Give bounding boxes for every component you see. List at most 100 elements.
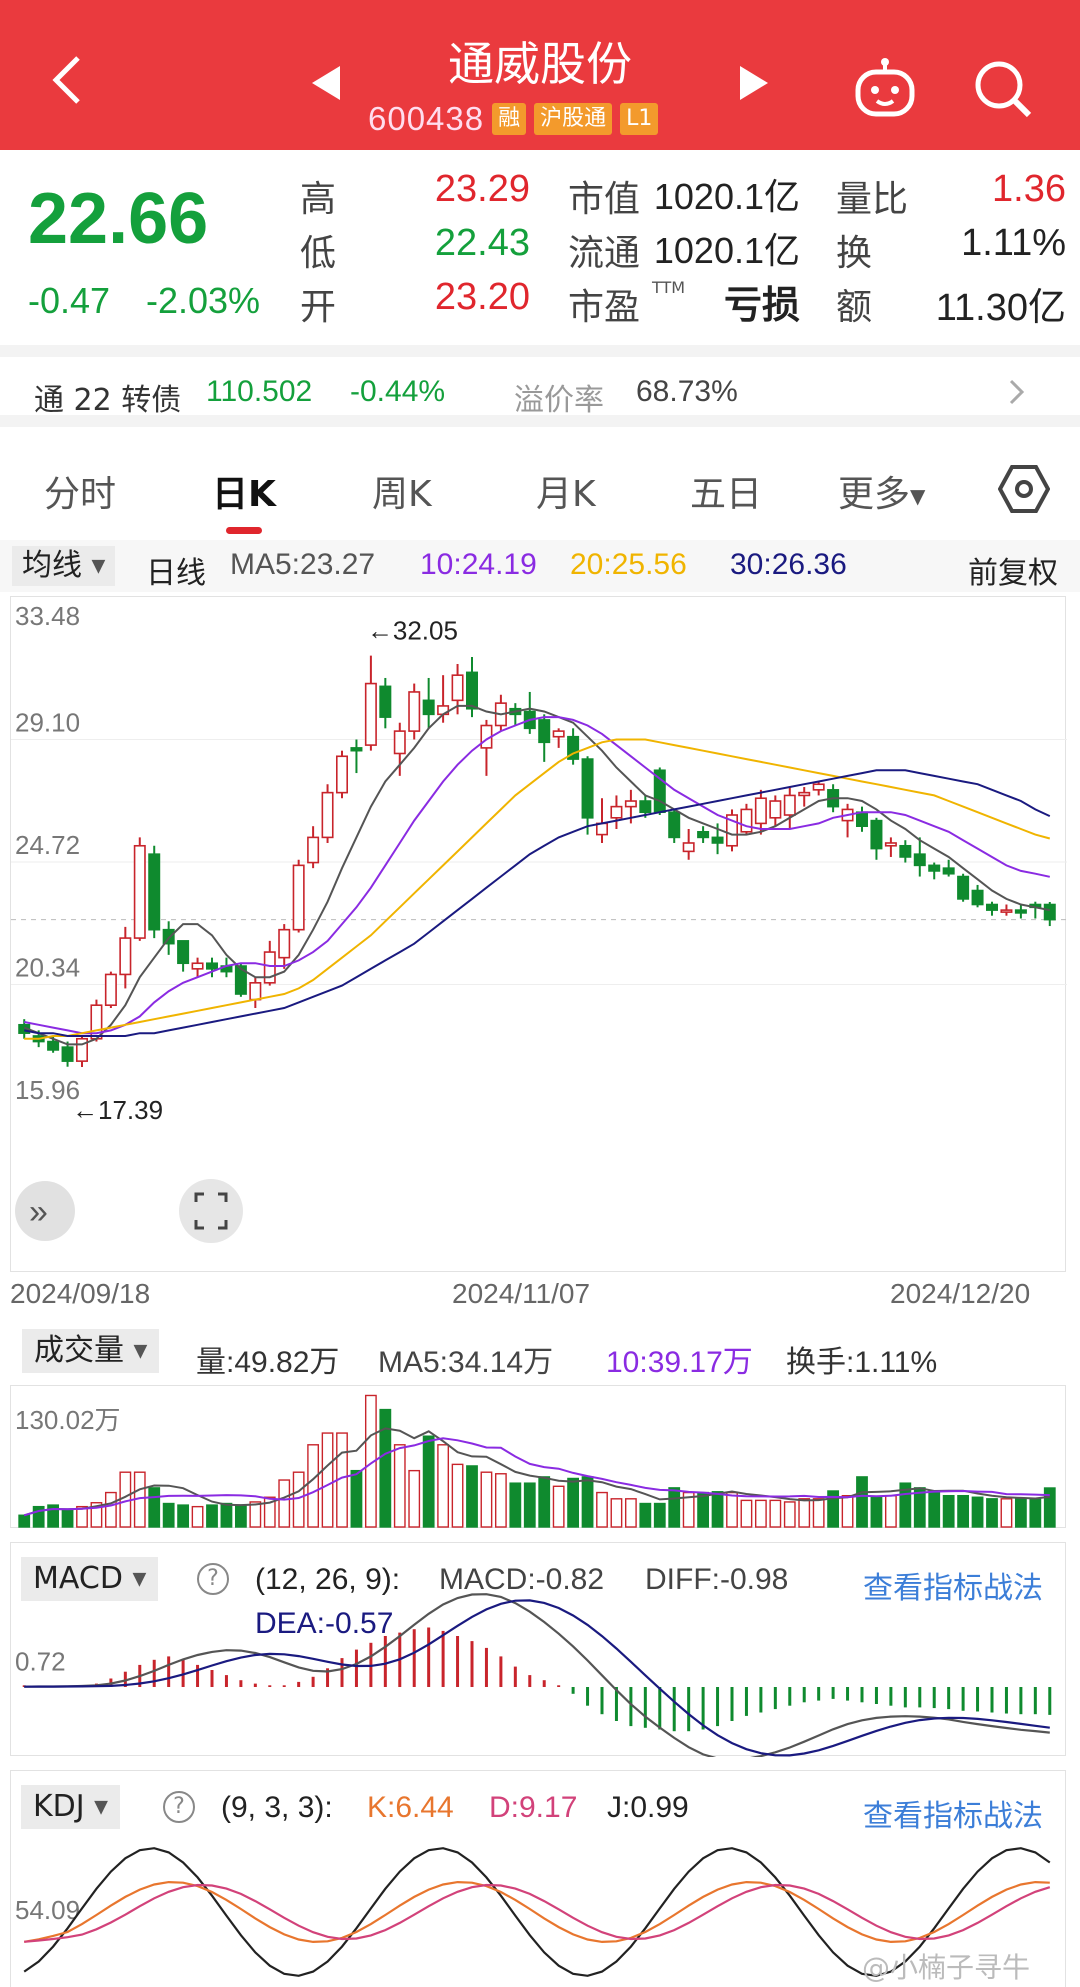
- volume-bar: [653, 1502, 666, 1528]
- candle-body: [711, 836, 724, 844]
- ma-select[interactable]: 均线 ▼: [12, 546, 116, 586]
- y-tick-label: 24.72: [15, 830, 80, 860]
- next-stock-button[interactable]: [740, 66, 768, 100]
- volume-select-label: 成交量: [34, 1333, 124, 1368]
- open-label: 开: [300, 287, 337, 328]
- volume-bar: [798, 1498, 811, 1528]
- volume-select[interactable]: 成交量 ▼: [22, 1329, 160, 1373]
- convertible-bond-row[interactable]: 通 22 转债 110.502 -0.44% 溢价率 68.73%: [0, 345, 1080, 427]
- kdj-help-icon[interactable]: ?: [163, 1791, 195, 1823]
- volume-bar: [1029, 1498, 1042, 1528]
- search-icon[interactable]: [972, 58, 1034, 120]
- kline-chart[interactable]: 33.48 29.10 24.72 20.34 15.96 ←32.05 ←17.39 »: [10, 596, 1067, 1272]
- tab-monthly-k[interactable]: 月K: [536, 474, 596, 515]
- macd-select[interactable]: MACD ▼: [21, 1557, 159, 1601]
- chart-settings-icon[interactable]: [998, 463, 1050, 515]
- caret-down-icon: ▼: [94, 1796, 109, 1818]
- volume-bar: [812, 1498, 825, 1528]
- volume-bar: [162, 1502, 175, 1528]
- level-tag: L1: [620, 103, 659, 135]
- tab-intraday[interactable]: 分时: [44, 474, 117, 515]
- x-label-start: 2024/09/18: [10, 1278, 151, 1309]
- volume-bar: [494, 1473, 507, 1528]
- bond-name: 通 22 转债: [34, 383, 182, 418]
- open-value: 23.20: [434, 276, 530, 318]
- volume-bar: [754, 1499, 767, 1528]
- candle-body: [465, 671, 478, 710]
- kdj-panel[interactable]: KDJ ▼ ? (9, 3, 3): K:6.44 D:9.17 J:0.99 …: [10, 1770, 1066, 1987]
- kdj-select[interactable]: KDJ ▼: [21, 1785, 121, 1829]
- candle-body: [321, 791, 334, 839]
- volume-bar: [76, 1505, 88, 1528]
- ma-select-label: 均线: [22, 548, 82, 583]
- candle-body: [191, 962, 204, 970]
- low-annotation: ←17.39: [72, 1095, 163, 1125]
- candle-body: [278, 928, 291, 959]
- candle-body: [249, 982, 262, 1001]
- quote-panel: 22.66 -0.47 -2.03% 高 23.29 低 22.43 开 23.…: [0, 150, 1080, 340]
- volume-svg: 130.02万: [15, 1394, 1056, 1528]
- macd-select-label: MACD: [33, 1561, 123, 1596]
- period-tabs: 分时 日K 周K 月K 五日 更多▼: [0, 455, 1080, 535]
- robot-assistant-icon[interactable]: [852, 56, 918, 122]
- ma5-value: MA5:23.27: [230, 548, 376, 581]
- candle-body: [133, 844, 146, 939]
- volume-bar: [783, 1501, 796, 1528]
- candle-body: [783, 794, 796, 816]
- ma30-value: 30:26.36: [730, 548, 847, 581]
- high-label: 高: [300, 179, 337, 220]
- mcap-label: 市值: [568, 179, 641, 220]
- dea-line: [24, 1599, 1050, 1757]
- volume-bar: [61, 1509, 74, 1528]
- volume-bar: [148, 1487, 161, 1528]
- candle-body: [350, 747, 363, 752]
- tab-daily-k[interactable]: 日K: [212, 474, 276, 515]
- tab-more[interactable]: 更多▼: [838, 465, 925, 517]
- kdj-strategy-link[interactable]: 查看指标战法: [863, 1799, 1043, 1834]
- candle-body: [812, 783, 825, 791]
- volume-bar: [408, 1469, 421, 1528]
- kline-svg: 33.48 29.10 24.72 20.34 15.96 ←32.05 ←17.39 »: [11, 601, 1067, 1243]
- macd-panel[interactable]: MACD ▼ ? (12, 26, 9): MACD:-0.82 DIFF:-0…: [10, 1542, 1066, 1757]
- volume-bar: [596, 1491, 608, 1528]
- volume-bar: [451, 1463, 464, 1528]
- volume-turnover: 换手:1.11%: [786, 1346, 938, 1379]
- y-tick-label: 33.48: [15, 601, 80, 631]
- back-arrow-icon[interactable]: [40, 50, 100, 110]
- candle-body: [263, 951, 276, 984]
- macd-strategy-link[interactable]: 查看指标战法: [863, 1571, 1043, 1606]
- ma5-line: [23, 704, 1050, 1046]
- candle-body: [610, 805, 623, 819]
- volume-bar: [1043, 1487, 1056, 1528]
- x-label-mid: 2024/11/07: [452, 1278, 591, 1309]
- candle-body: [47, 1040, 60, 1051]
- low-label: 低: [300, 233, 337, 274]
- candle-body: [307, 836, 320, 864]
- kdj-select-label: KDJ: [33, 1789, 85, 1824]
- volume-bar: [278, 1479, 291, 1528]
- candle-body: [942, 867, 955, 875]
- volume-bar: [523, 1482, 536, 1528]
- fullscreen-icon: [194, 1192, 228, 1230]
- candle-body: [769, 800, 782, 819]
- volume-bar: [740, 1499, 753, 1528]
- adjust-mode[interactable]: 前复权: [968, 557, 1058, 590]
- active-tab-indicator: [226, 527, 262, 534]
- volume-header: 成交量 ▼ 量:49.82万 MA5:34.14万 10:39.17万 换手:1…: [0, 1325, 1080, 1381]
- prev-stock-button[interactable]: [312, 66, 340, 100]
- kdj-y-tick: 54.09: [15, 1895, 80, 1925]
- volume-ma5: MA5:34.14万: [378, 1346, 554, 1379]
- candle-body: [971, 889, 984, 906]
- candle-body: [408, 691, 421, 732]
- y-tick-label: 15.96: [15, 1075, 80, 1105]
- volume-bar: [1014, 1498, 1027, 1528]
- macd-help-icon[interactable]: ?: [197, 1563, 229, 1595]
- volume-chart[interactable]: 130.02万: [10, 1385, 1066, 1528]
- volume-bar: [18, 1514, 31, 1528]
- tab-weekly-k[interactable]: 周K: [372, 474, 432, 515]
- candle-body: [206, 962, 219, 970]
- candle-body: [639, 800, 652, 814]
- candle-body: [798, 791, 811, 797]
- volume-bar: [480, 1471, 493, 1528]
- tab-five-day[interactable]: 五日: [690, 474, 763, 515]
